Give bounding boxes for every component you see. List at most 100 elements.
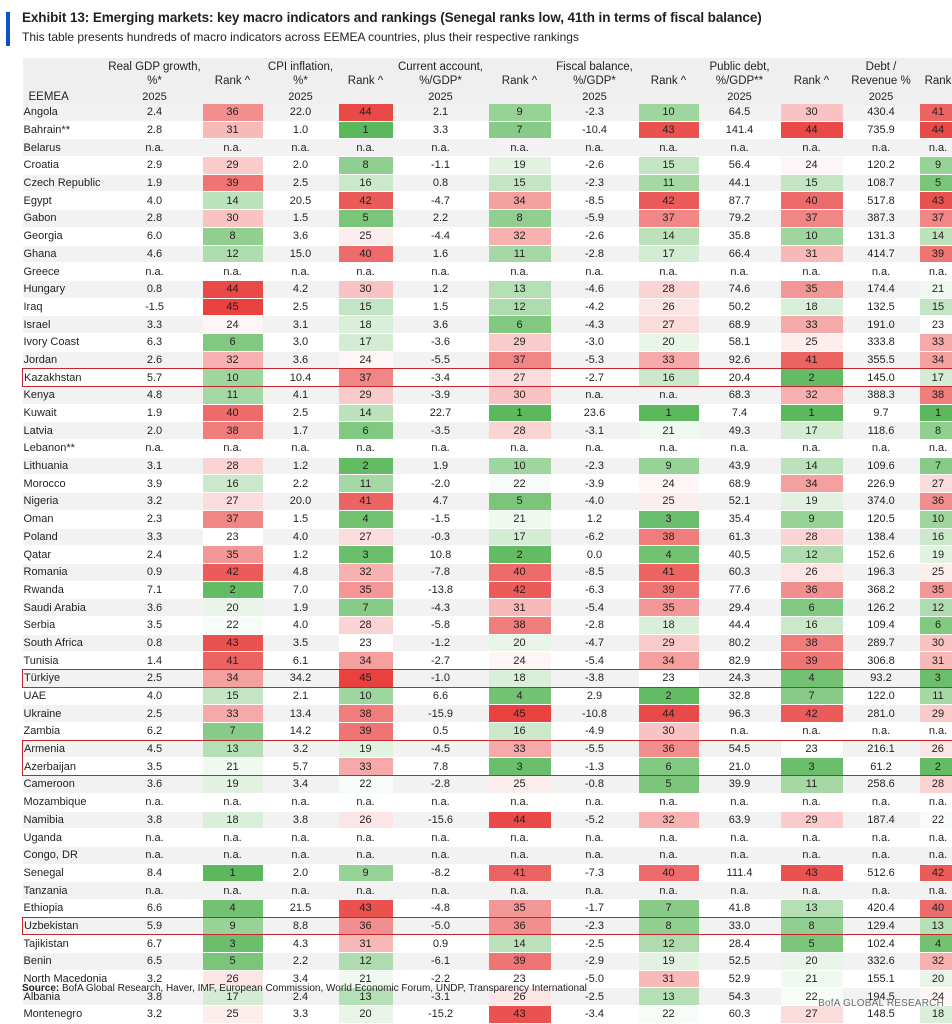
cpi-rank-cell: 2 — [339, 457, 393, 475]
debt-rank-cell: 20 — [781, 953, 843, 971]
current-account-cell: -1.0 — [393, 670, 489, 688]
country-cell: Bahrain** — [23, 121, 107, 139]
ca-rank-cell: 2 — [489, 546, 551, 564]
country-cell: Rwanda — [23, 581, 107, 599]
fiscal-balance-cell: -4.6 — [551, 280, 639, 298]
gdp-cell: 2.9 — [107, 157, 203, 175]
cpi-rank-cell: 26 — [339, 811, 393, 829]
ca-rank-cell: 41 — [489, 864, 551, 882]
current-account-cell: -7.8 — [393, 563, 489, 581]
debt-rank-cell: 42 — [781, 705, 843, 723]
debtrev-rank-cell: 21 — [920, 280, 952, 298]
gdp-rank-cell: 21 — [203, 758, 263, 776]
gdp-cell: 7.1 — [107, 581, 203, 599]
debtrev-rank-cell: n.a. — [920, 263, 952, 281]
cpi-cell: 1.9 — [263, 599, 339, 617]
gdp-rank-cell: 33 — [203, 705, 263, 723]
public-debt-cell: 74.6 — [699, 280, 781, 298]
fb-rank-cell: 40 — [639, 864, 699, 882]
cpi-rank-cell: 41 — [339, 493, 393, 511]
gdp-cell: 4.5 — [107, 740, 203, 758]
gdp-rank-cell: n.a. — [203, 793, 263, 811]
debtrev-rank-cell: n.a. — [920, 882, 952, 900]
country-cell: Ukraine — [23, 705, 107, 723]
ca-rank-cell: 20 — [489, 634, 551, 652]
country-cell: Azerbaijan — [23, 758, 107, 776]
gdp-rank-cell: 31 — [203, 121, 263, 139]
cpi-rank-cell: n.a. — [339, 793, 393, 811]
debtrev-rank-cell: 6 — [920, 616, 952, 634]
country-cell: Israel — [23, 316, 107, 334]
gdp-cell: 4.8 — [107, 387, 203, 405]
debt-rank-cell: 21 — [781, 970, 843, 988]
gdp-cell: 2.8 — [107, 121, 203, 139]
gdp-rank-cell: 4 — [203, 899, 263, 917]
gdp-rank-cell: 30 — [203, 210, 263, 228]
fiscal-balance-cell: -0.8 — [551, 776, 639, 794]
cpi-cell: 2.2 — [263, 475, 339, 493]
gdp-rank-cell: 14 — [203, 192, 263, 210]
debt-revenue-cell: 306.8 — [843, 652, 920, 670]
country-cell: Benin — [23, 953, 107, 971]
fb-rank-cell: 19 — [639, 953, 699, 971]
public-debt-cell: 43.9 — [699, 457, 781, 475]
cpi-rank-cell: 23 — [339, 634, 393, 652]
debt-rank-cell: 25 — [781, 333, 843, 351]
cpi-rank-cell: 4 — [339, 510, 393, 528]
gdp-rank-cell: 13 — [203, 740, 263, 758]
public-debt-cell: 92.6 — [699, 351, 781, 369]
cpi-rank-cell: 27 — [339, 528, 393, 546]
column-header-current-account: Current account, %/GDP* — [393, 58, 489, 88]
gdp-rank-cell: 38 — [203, 422, 263, 440]
fb-rank-cell: n.a. — [639, 846, 699, 864]
country-cell: South Africa — [23, 634, 107, 652]
debt-rank-cell: 35 — [781, 280, 843, 298]
debt-rank-cell: 1 — [781, 404, 843, 422]
current-account-cell: -4.4 — [393, 227, 489, 245]
cpi-cell: 2.0 — [263, 157, 339, 175]
cpi-cell: 13.4 — [263, 705, 339, 723]
country-cell: Cameroon — [23, 776, 107, 794]
country-cell: Belarus — [23, 139, 107, 157]
country-cell: Uzbekistan — [23, 917, 107, 935]
debtrev-rank-cell: 40 — [920, 899, 952, 917]
public-debt-cell: 35.4 — [699, 510, 781, 528]
debt-rank-cell: 30 — [781, 104, 843, 121]
column-header-fb-rank: Rank ^ — [639, 58, 699, 88]
gdp-cell: n.a. — [107, 440, 203, 458]
fb-rank-cell: 8 — [639, 917, 699, 935]
debt-revenue-cell: 126.2 — [843, 599, 920, 617]
gdp-rank-cell: 12 — [203, 245, 263, 263]
column-header-cpi-rank: Rank ^ — [339, 58, 393, 88]
ca-rank-cell: 17 — [489, 528, 551, 546]
debt-rank-cell: 33 — [781, 316, 843, 334]
fb-rank-cell: 37 — [639, 210, 699, 228]
cpi-cell: n.a. — [263, 829, 339, 847]
ca-rank-cell: 34 — [489, 192, 551, 210]
gdp-cell: -1.5 — [107, 298, 203, 316]
debtrev-rank-cell: 38 — [920, 387, 952, 405]
ca-rank-cell: 3 — [489, 758, 551, 776]
debt-rank-cell: 24 — [781, 157, 843, 175]
debt-rank-cell: 28 — [781, 528, 843, 546]
cpi-rank-cell: 44 — [339, 104, 393, 121]
debt-rank-cell: 15 — [781, 174, 843, 192]
ca-rank-cell: 40 — [489, 563, 551, 581]
debt-revenue-cell: 93.2 — [843, 670, 920, 688]
debt-revenue-cell: 355.5 — [843, 351, 920, 369]
cpi-cell: 15.0 — [263, 245, 339, 263]
debt-rank-cell: 19 — [781, 493, 843, 511]
current-account-cell: -3.5 — [393, 422, 489, 440]
debt-revenue-cell: n.a. — [843, 263, 920, 281]
gdp-rank-cell: 15 — [203, 687, 263, 705]
fiscal-balance-cell: n.a. — [551, 387, 639, 405]
public-debt-cell: 96.3 — [699, 705, 781, 723]
